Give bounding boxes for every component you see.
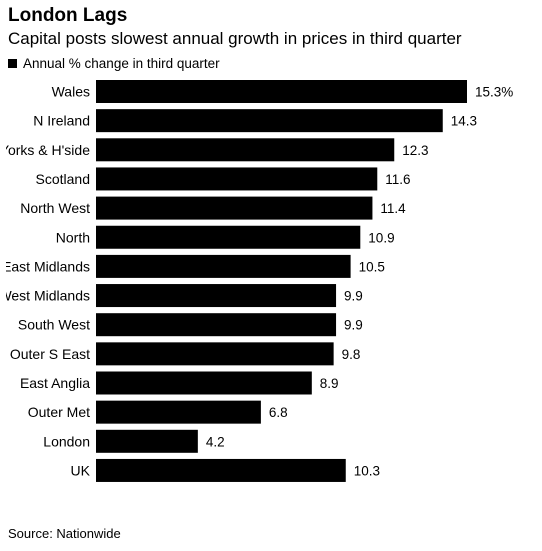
chart-subtitle: Capital posts slowest annual growth in p… <box>8 29 462 48</box>
legend-swatch <box>8 59 17 68</box>
category-label-north: North <box>56 229 90 245</box>
category-label-north-west: North West <box>20 200 90 216</box>
bar-east-anglia <box>96 371 312 395</box>
value-label-west-midlands: 9.9 <box>344 289 363 304</box>
bar-south-west <box>96 313 337 337</box>
category-label-london: London <box>43 433 90 449</box>
category-label-outer-met: Outer Met <box>28 404 90 420</box>
source-note: Source: Nationwide <box>8 526 121 541</box>
bar-outer-s-east <box>96 342 334 366</box>
category-label-uk: UK <box>71 462 91 478</box>
category-label-west-midlands: West Midlands <box>0 288 90 304</box>
chart-title: London Lags <box>8 5 128 26</box>
value-label-uk: 10.3 <box>354 463 380 478</box>
value-label-east-anglia: 8.9 <box>320 376 339 391</box>
value-label-south-west: 9.9 <box>344 318 363 333</box>
category-label-south-west: South West <box>18 317 90 333</box>
value-label-london: 4.2 <box>206 434 225 449</box>
category-label-scotland: Scotland <box>36 171 90 187</box>
bar-n-ireland <box>96 109 443 133</box>
bar-wales <box>96 80 467 103</box>
value-label-yorks-h-side: 12.3 <box>402 143 428 158</box>
category-label-yorks-h-side: Yorks & H'side <box>0 142 90 158</box>
bar-uk <box>96 458 346 482</box>
bar-chart: Wales 15.3% N Ireland 14.3 Yorks & H'side 12.… <box>0 78 514 491</box>
bar-west-midlands <box>96 284 337 308</box>
value-label-outer-met: 6.8 <box>269 405 288 420</box>
value-label-north: 10.9 <box>368 230 394 245</box>
chart-legend: Annual % change in third quarter <box>8 56 220 71</box>
bar-london <box>96 429 198 453</box>
bar-yorks-h-side <box>96 138 395 162</box>
bar-outer-met <box>96 400 261 424</box>
value-label-outer-s-east: 9.8 <box>342 347 361 362</box>
value-label-north-west: 11.4 <box>380 201 406 216</box>
value-label-wales: 15.3% <box>475 85 513 100</box>
bar-north-west <box>96 196 373 220</box>
bar-scotland <box>96 167 378 191</box>
value-label-scotland: 11.6 <box>385 172 410 187</box>
bar-east-midlands <box>96 254 351 278</box>
value-label-east-midlands: 10.5 <box>359 259 385 274</box>
bar-north <box>96 225 361 249</box>
category-label-east-midlands: East Midlands <box>2 258 90 274</box>
legend-label: Annual % change in third quarter <box>23 56 220 71</box>
label-clip-mask <box>0 78 6 491</box>
category-label-wales: Wales <box>52 84 90 100</box>
category-label-n-ireland: N Ireland <box>33 113 90 129</box>
category-label-outer-s-east: Outer S East <box>10 346 90 362</box>
category-label-east-anglia: East Anglia <box>20 375 90 391</box>
value-label-n-ireland: 14.3 <box>451 114 477 129</box>
